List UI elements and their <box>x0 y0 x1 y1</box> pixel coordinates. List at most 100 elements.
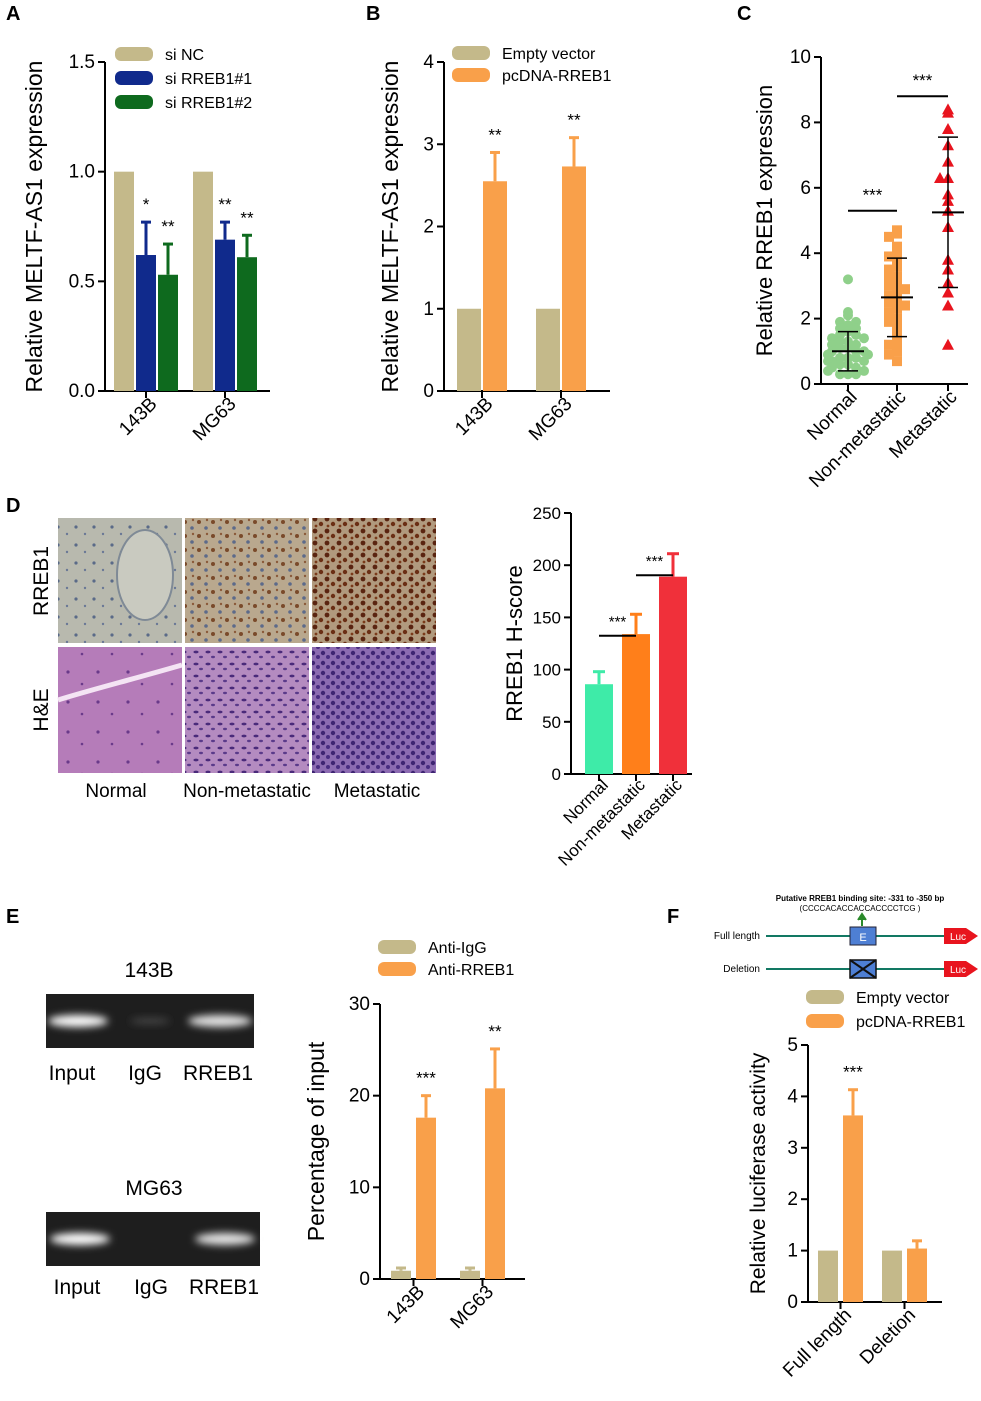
y-tick-label: 3 <box>787 1138 798 1159</box>
y-axis-label: Relative luciferase activity <box>747 1052 770 1294</box>
bar <box>114 171 134 391</box>
gel-band-mg63-rreb1 <box>195 1233 255 1245</box>
gel-title-mg63: MG63 <box>125 1177 182 1200</box>
bar <box>882 1250 902 1302</box>
luc-arrow-icon <box>944 928 978 944</box>
gel-band-143b-rreb1 <box>188 1015 252 1027</box>
y-tick-label: 2 <box>423 217 434 238</box>
y-tick-label: 8 <box>800 112 811 133</box>
x-tick-label: MG63 <box>447 1282 498 1333</box>
y-axis-label: Relative MELTF-AS1 expression <box>21 61 47 393</box>
x-tick-label: Full length <box>779 1305 856 1382</box>
data-point <box>892 346 902 357</box>
data-point <box>835 369 845 380</box>
x-tick-label: MG63 <box>525 394 576 445</box>
data-point <box>835 359 845 370</box>
y-tick-label: 10 <box>790 47 811 68</box>
legend-swatch <box>115 95 153 109</box>
micrograph-rreb1-metastatic <box>312 518 436 643</box>
gel-lane-label: RREB1 <box>183 1062 253 1085</box>
significance-label: *** <box>843 1063 863 1082</box>
significance-label: *** <box>416 1069 436 1088</box>
bar <box>622 634 650 774</box>
data-point <box>884 290 894 301</box>
legend-label: si NC <box>165 47 204 64</box>
gel-title-143b: 143B <box>124 959 173 982</box>
y-tick-label: 4 <box>787 1086 798 1107</box>
legend-swatch <box>806 990 844 1004</box>
bar <box>562 166 586 391</box>
y-tick-label: 1 <box>787 1241 798 1262</box>
luc-label: Luc <box>950 932 966 943</box>
legend-label: Anti-IgG <box>428 940 487 957</box>
y-tick-label: 1.5 <box>69 52 95 73</box>
legend-swatch <box>806 1014 844 1028</box>
y-tick-label: 100 <box>533 661 561 680</box>
panel-letter-e: E <box>6 906 19 928</box>
y-tick-label: 5 <box>787 1035 798 1056</box>
deletion-cross-icon <box>849 959 877 979</box>
y-tick-label: 6 <box>800 178 811 199</box>
data-point <box>892 248 902 259</box>
data-point <box>884 297 894 308</box>
data-point <box>823 365 833 376</box>
bar <box>391 1270 411 1279</box>
y-tick-label: 250 <box>533 504 561 523</box>
x-tick-label: Deletion <box>856 1305 920 1369</box>
y-axis-label: Relative MELTF-AS1 expression <box>377 61 403 393</box>
significance-label: *** <box>609 614 627 631</box>
y-tick-label: 2 <box>800 309 811 330</box>
bar <box>193 171 213 391</box>
gel-lane-label: IgG <box>128 1062 162 1085</box>
data-point <box>884 307 894 318</box>
significance-label: *** <box>863 186 883 205</box>
micrograph-grid <box>57 518 436 773</box>
gel-band-mg63-input <box>50 1233 110 1245</box>
data-point <box>884 280 894 291</box>
legend-swatch <box>452 68 490 82</box>
y-tick-label: 10 <box>349 1177 370 1198</box>
binding-site-title: Putative RREB1 binding site: -331 to -35… <box>776 894 945 903</box>
luc-arrow-icon <box>944 961 978 977</box>
legend-label: si RREB1#1 <box>165 71 252 88</box>
panel-letter-f: F <box>667 906 679 928</box>
significance-label: ** <box>240 208 254 227</box>
significance-label: ** <box>218 195 232 214</box>
significance-label: ** <box>161 217 175 236</box>
panel-letter-b: B <box>366 3 380 25</box>
chart-panel-b: 0 1 2 3 4 Relative MELTF-AS1 expression ** ** 14… <box>377 46 611 445</box>
bar <box>416 1117 436 1279</box>
data-point <box>884 251 894 262</box>
legend-swatch <box>115 47 153 61</box>
y-axis-label: Relative RREB1 expression <box>752 85 777 356</box>
bar <box>215 239 235 391</box>
significance-label: ** <box>567 111 581 130</box>
data-point <box>892 356 902 367</box>
y-tick-label: 1 <box>423 299 434 320</box>
bar <box>158 274 178 391</box>
bar <box>485 1088 505 1279</box>
legend-swatch <box>115 71 153 85</box>
significance-label: *** <box>913 71 933 90</box>
legend-label: pcDNA-RREB1 <box>502 68 611 85</box>
binding-site-arrow-icon <box>857 912 867 926</box>
data-point <box>843 310 853 321</box>
bar <box>585 684 613 774</box>
data-point <box>843 369 853 380</box>
gel-lane-label: RREB1 <box>189 1276 259 1299</box>
luc-label: Luc <box>950 965 966 976</box>
micrograph-he-normal-crack <box>57 662 183 703</box>
gel-band-143b-igg <box>130 1018 170 1024</box>
data-point <box>884 231 894 242</box>
y-tick-label: 1.0 <box>69 162 95 183</box>
y-tick-label: 2 <box>787 1189 798 1210</box>
x-tick-label: 143B <box>383 1282 429 1328</box>
data-point <box>892 241 902 252</box>
data-point <box>859 356 869 367</box>
legend-label: Empty vector <box>502 46 596 63</box>
panel-letter-a: A <box>6 3 20 25</box>
y-tick-label: 0.0 <box>69 381 95 402</box>
col-label-nonmetastatic: Non-metastatic <box>183 781 311 802</box>
e-element-label: E <box>859 932 866 944</box>
